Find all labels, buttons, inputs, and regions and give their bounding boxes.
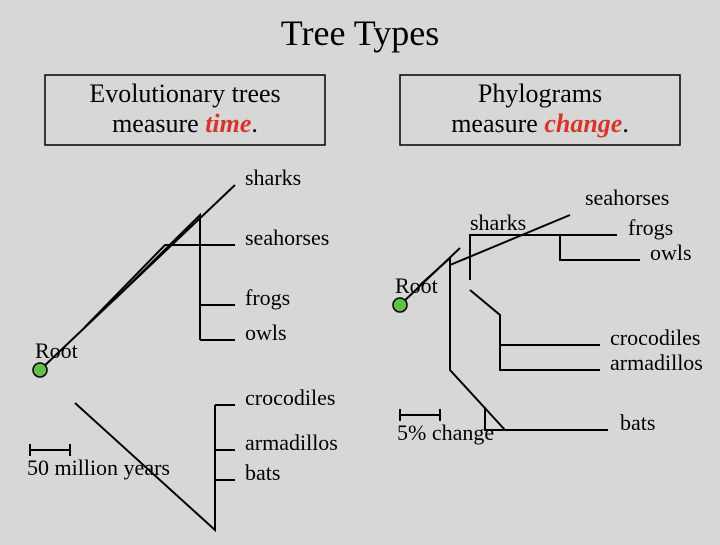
slide-title: Tree Types bbox=[281, 13, 439, 53]
tip-label-armadillos: armadillos bbox=[245, 430, 338, 455]
scale-label: 50 million years bbox=[27, 455, 170, 480]
tip-label-crocodiles: crocodiles bbox=[610, 325, 700, 350]
slide-canvas: Tree Types Evolutionary trees measure ti… bbox=[0, 0, 720, 540]
tip-label-crocodiles: crocodiles bbox=[245, 385, 335, 410]
tip-label-owls: owls bbox=[650, 240, 692, 265]
root-dot bbox=[33, 363, 47, 377]
tip-label-sharks: sharks bbox=[470, 210, 526, 235]
tip-label-armadillos: armadillos bbox=[610, 350, 703, 375]
left-tree: Root sharks seahorses frogs owls crocodiles ar… bbox=[27, 165, 338, 530]
right-box-line2: measure change. bbox=[451, 109, 629, 138]
root-dot bbox=[393, 298, 407, 312]
right-tree: Root sharks seahorses frogsowls crocodilesar… bbox=[393, 185, 703, 445]
left-box-line1: Evolutionary trees bbox=[89, 79, 280, 108]
root-label: Root bbox=[395, 273, 438, 298]
tip-label-sharks: sharks bbox=[245, 165, 301, 190]
root-label: Root bbox=[35, 338, 78, 363]
left-box-line2: measure time. bbox=[112, 109, 258, 138]
tip-label-owls: owls bbox=[245, 320, 287, 345]
tip-label-seahorses: seahorses bbox=[245, 225, 329, 250]
tip-label-frogs: frogs bbox=[245, 285, 290, 310]
tip-label-seahorses: seahorses bbox=[585, 185, 669, 210]
right-box-line1: Phylograms bbox=[478, 79, 602, 108]
tip-label-frogs: frogs bbox=[628, 215, 673, 240]
scale-label: 5% change bbox=[397, 420, 494, 445]
tip-label-bats: bats bbox=[245, 460, 280, 485]
tip-label-bats: bats bbox=[620, 410, 655, 435]
